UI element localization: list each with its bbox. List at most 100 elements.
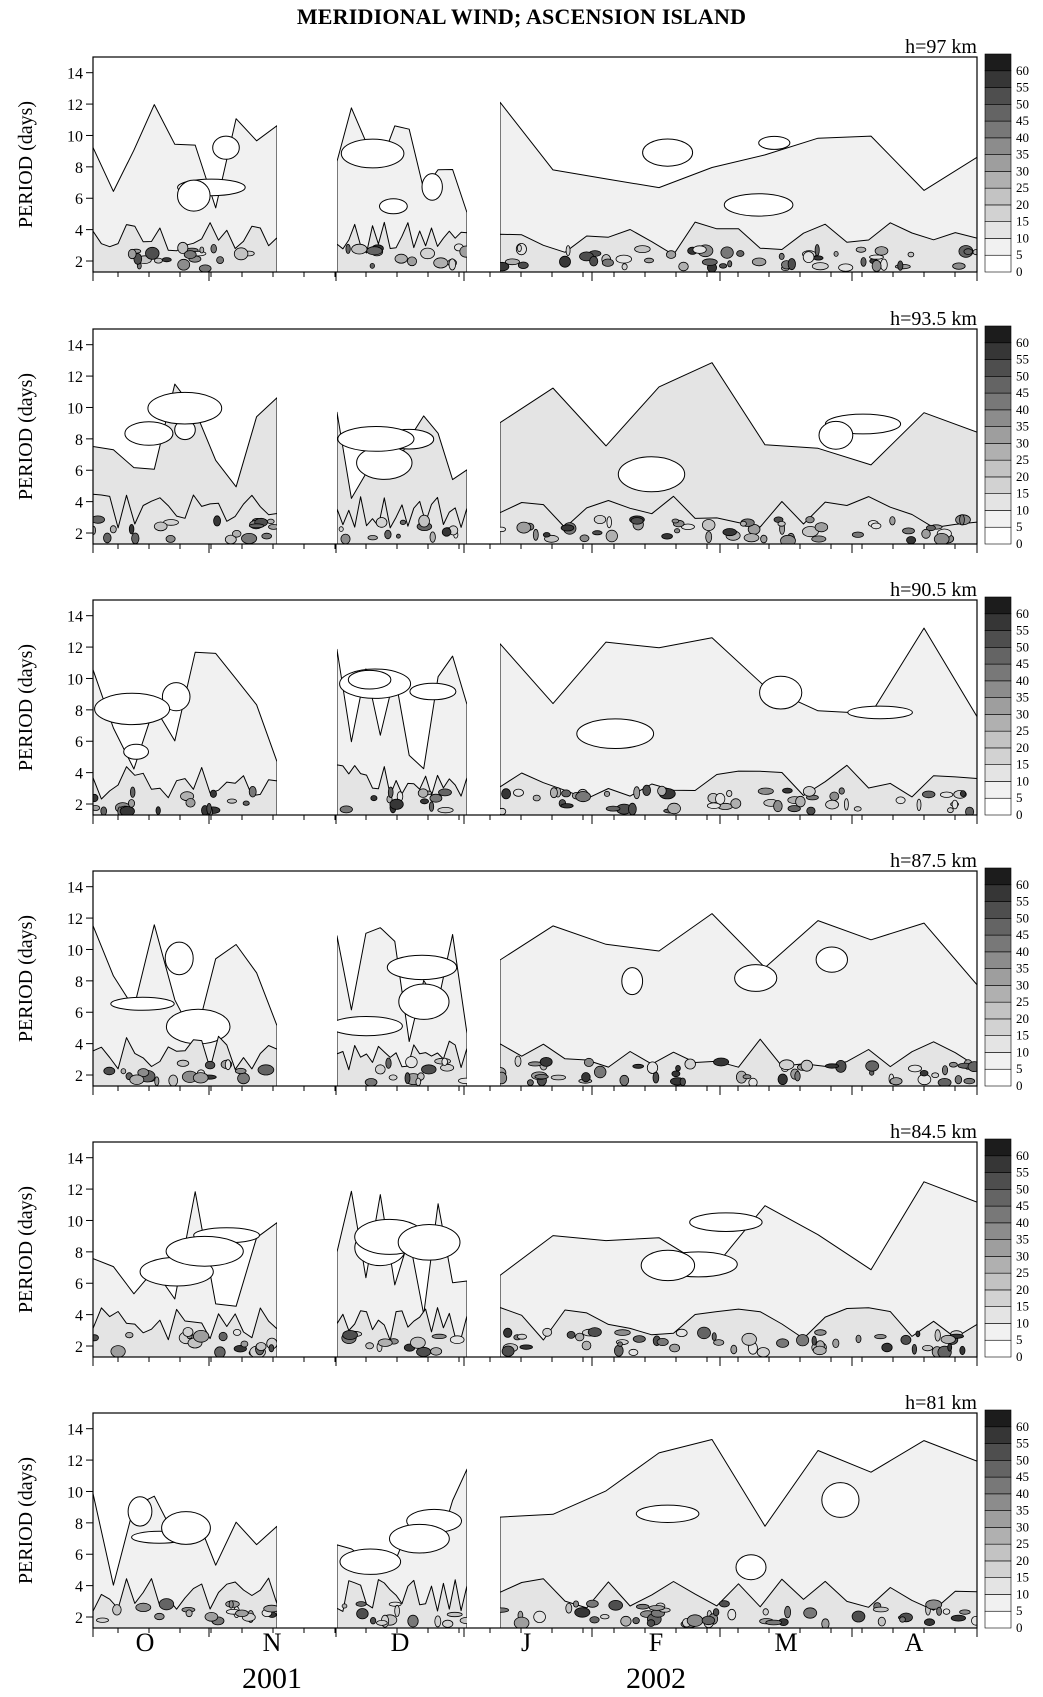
contour-blob	[933, 533, 950, 544]
contour-blob	[657, 785, 667, 797]
contour-blob	[777, 1073, 788, 1086]
contour-blob	[601, 258, 614, 267]
contour-blob	[407, 1614, 419, 1628]
contour-blob	[965, 806, 975, 815]
colorbar-label: 35	[1016, 1232, 1029, 1247]
contour-blob	[811, 262, 829, 271]
contour-blob	[722, 528, 737, 537]
contour-blob	[441, 527, 452, 537]
contour-region-band	[336, 1040, 468, 1086]
contour-blob	[869, 254, 884, 260]
contour-field	[93, 600, 977, 815]
colorbar-swatch	[984, 1222, 1012, 1240]
colorbar-swatch	[984, 476, 1012, 494]
contour-hole	[165, 1235, 244, 1267]
colorbar-label: 5	[1016, 519, 1023, 534]
contour-blob	[748, 1077, 758, 1086]
colorbar-label: 15	[1016, 757, 1029, 772]
colorbar-swatch	[984, 359, 1012, 377]
contour-blob	[218, 1331, 228, 1342]
contour-blob	[780, 534, 796, 544]
contour-hole	[339, 1548, 402, 1575]
colorbar-swatch	[984, 1426, 1012, 1444]
colorbar-label: 30	[1016, 435, 1029, 450]
contour-blob	[702, 519, 716, 531]
contour-blob	[216, 256, 225, 265]
contour-blob	[103, 532, 112, 544]
y-tick-label: 8	[75, 1245, 83, 1262]
contour-region-broad	[499, 362, 977, 544]
colorbar-label: 5	[1016, 247, 1023, 262]
contour-blob	[376, 1620, 388, 1626]
colorbar-swatch	[984, 1138, 1012, 1157]
colorbar-label: 10	[1016, 1587, 1029, 1602]
contour-blob	[921, 528, 931, 539]
y-tick-label: 12	[67, 640, 83, 657]
colorbar-swatch	[984, 596, 1012, 615]
contour-blob	[235, 1609, 249, 1617]
contour-blob	[954, 1075, 963, 1085]
colorbar-label: 20	[1016, 1282, 1029, 1297]
colorbar-swatch	[984, 1323, 1012, 1341]
contour-blob	[112, 1604, 122, 1616]
colorbar-swatch	[984, 1189, 1012, 1207]
contour-blob	[93, 805, 101, 811]
contour-blob	[959, 1609, 971, 1615]
colorbar-swatch	[984, 526, 1012, 545]
contour-blob	[719, 1600, 730, 1608]
contour-blob	[224, 1059, 232, 1071]
contour-blob	[959, 1345, 966, 1356]
contour-hole	[386, 954, 458, 981]
contour-hole	[127, 1496, 153, 1527]
contour-blob	[542, 1327, 553, 1337]
contour-blob	[395, 533, 401, 539]
contour-blob	[906, 536, 917, 544]
colorbar-label: 10	[1016, 774, 1029, 789]
contour-blob	[740, 520, 747, 527]
contour-blob	[949, 1061, 958, 1068]
colorbar-swatch	[984, 1560, 1012, 1578]
contour-field	[93, 57, 977, 272]
contour-blob	[153, 521, 168, 532]
colorbar-swatch	[984, 1272, 1012, 1291]
contour-blob	[404, 1072, 411, 1084]
colorbar-swatch	[984, 985, 1012, 1003]
contour-blob	[516, 521, 532, 534]
y-tick-label: 4	[75, 1037, 83, 1054]
contour-blob	[829, 791, 840, 802]
chart-title: MERIDIONAL WIND; ASCENSION ISLAND	[296, 4, 747, 29]
contour-blob	[137, 1068, 150, 1077]
y-tick-label: 12	[67, 911, 83, 928]
y-tick-label: 4	[75, 766, 83, 783]
month-label: A	[905, 1628, 924, 1657]
contour-blob	[855, 1334, 862, 1344]
colorbar-label: 60	[1016, 335, 1029, 350]
contour-blob	[501, 1345, 515, 1357]
contour-hole	[389, 1523, 450, 1554]
contour-blob	[684, 1058, 696, 1070]
contour-blob	[364, 1078, 378, 1086]
contour-blob	[394, 253, 408, 264]
contour-hole	[821, 1482, 860, 1518]
contour-region-band	[93, 1577, 278, 1628]
contour-hole	[689, 1212, 763, 1232]
contour-blob	[145, 246, 160, 260]
contour-blob	[199, 246, 205, 254]
month-label: O	[136, 1628, 155, 1657]
contour-blob	[565, 245, 571, 257]
contour-blob	[939, 791, 954, 798]
colorbar-label: 55	[1016, 1436, 1029, 1451]
contour-blob	[621, 263, 628, 271]
contour-blob	[936, 1606, 942, 1616]
colorbar-swatch	[984, 443, 1012, 461]
contour-blob	[125, 1332, 134, 1339]
contour-blob	[532, 794, 541, 802]
contour-blob	[429, 793, 443, 803]
colorbar-swatch	[984, 1205, 1012, 1224]
colorbar-swatch	[984, 493, 1012, 511]
contour-blob	[234, 1067, 247, 1075]
height-label: h=97 km	[905, 36, 977, 58]
contour-blob	[971, 1616, 977, 1626]
